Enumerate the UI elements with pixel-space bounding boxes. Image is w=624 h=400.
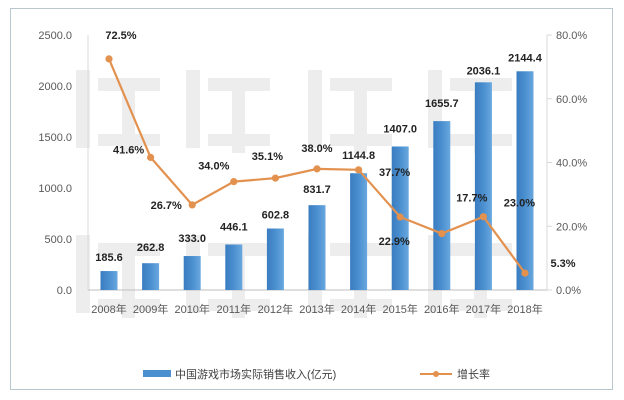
watermark-stroke — [330, 134, 392, 146]
bar-2011年 — [225, 244, 243, 290]
bar-data-label: 1407.0 — [383, 123, 417, 135]
watermark-stroke — [208, 134, 270, 146]
bar-2009年 — [142, 263, 160, 290]
watermark-stroke — [98, 299, 160, 311]
bar-data-label: 2036.1 — [467, 65, 501, 77]
bar-data-label: 1655.7 — [425, 98, 459, 110]
growth-point-2009年 — [147, 153, 155, 161]
watermark-stroke — [98, 78, 160, 91]
growth-point-2014年 — [355, 166, 363, 174]
line-data-label: 72.5% — [105, 30, 136, 42]
bar-data-label: 2144.4 — [508, 52, 543, 64]
bar-data-label: 1144.8 — [342, 150, 375, 162]
left-tick-label: 2000.0 — [38, 81, 72, 93]
bar-data-label: 602.8 — [262, 210, 290, 222]
line-data-label: 5.3% — [550, 258, 575, 270]
bar-data-label: 333.0 — [178, 233, 206, 245]
bar-2010年 — [183, 256, 201, 290]
watermark-stroke — [98, 243, 160, 256]
growth-point-2010年 — [188, 201, 196, 209]
bar-2016年 — [433, 121, 451, 291]
bar-data-label: 262.8 — [137, 242, 165, 254]
bar-2008年 — [100, 271, 118, 290]
x-tick-label: 2015年 — [382, 302, 417, 316]
bar-2017年 — [474, 82, 492, 290]
watermark-stroke — [308, 70, 322, 148]
line-data-label: 35.1% — [252, 151, 283, 163]
growth-point-2012年 — [271, 174, 279, 182]
left-tick-label: 2500.0 — [38, 30, 72, 42]
line-data-label: 41.6% — [113, 144, 144, 156]
bar-data-label: 185.6 — [95, 252, 123, 264]
growth-point-2011年 — [230, 178, 238, 186]
growth-point-2008年 — [105, 55, 113, 63]
line-data-label: 38.0% — [301, 143, 332, 155]
line-data-label: 22.9% — [379, 236, 410, 248]
left-tick-label: 0.0 — [57, 285, 72, 297]
watermark-stroke — [450, 299, 512, 311]
x-tick-label: 2013年 — [299, 302, 334, 316]
watermark-stroke — [330, 299, 392, 311]
watermark-stroke — [208, 299, 270, 311]
legend-line-label: 增长率 — [457, 367, 490, 381]
legend-bar-swatch — [143, 370, 171, 377]
growth-point-2018年 — [521, 269, 529, 277]
line-data-label: 17.7% — [456, 193, 487, 205]
legend-bar-label: 中国游戏市场实际销售收入(亿元) — [175, 367, 336, 381]
x-tick-label: 2008年 — [91, 302, 126, 316]
watermark-stroke — [76, 235, 90, 313]
growth-point-2017年 — [479, 213, 487, 221]
x-tick-label: 2009年 — [133, 302, 168, 316]
bar-2014年 — [350, 173, 368, 290]
x-tick-label: 2012年 — [258, 302, 293, 316]
x-tick-label: 2011年 — [216, 302, 251, 316]
growth-point-2016年 — [438, 229, 446, 238]
x-tick-label: 2018年 — [507, 302, 542, 316]
line-data-label: 34.0% — [198, 161, 229, 173]
left-tick-label: 500.0 — [44, 234, 72, 246]
right-tick-label: 40.0% — [556, 158, 587, 170]
right-tick-label: 80.0% — [556, 30, 587, 42]
bar-2018年 — [516, 71, 534, 290]
right-tick-label: 0.0% — [556, 285, 581, 297]
watermark-stroke — [330, 78, 392, 91]
right-tick-label: 60.0% — [556, 94, 587, 106]
growth-point-2015年 — [396, 213, 404, 221]
x-tick-label: 2010年 — [174, 302, 209, 316]
x-tick-label: 2017年 — [466, 302, 501, 316]
x-tick-label: 2014年 — [341, 302, 376, 316]
x-tick-label: 2016年 — [424, 302, 459, 316]
left-tick-label: 1500.0 — [38, 132, 72, 144]
bar-data-label: 446.1 — [220, 221, 248, 233]
bar-2013年 — [308, 205, 326, 290]
bar-data-label: 831.7 — [303, 184, 331, 196]
legend-line-marker — [433, 371, 439, 377]
right-tick-label: 20.0% — [556, 221, 587, 233]
watermark-stroke — [186, 70, 200, 148]
line-data-label: 23.0% — [504, 198, 535, 210]
watermark-stroke — [208, 78, 270, 91]
left-tick-label: 1000.0 — [38, 183, 72, 195]
watermark-stroke — [76, 70, 90, 148]
line-data-label: 37.7% — [379, 167, 410, 179]
bar-2012年 — [266, 228, 284, 290]
line-data-label: 26.7% — [151, 200, 182, 212]
growth-point-2013年 — [313, 165, 321, 173]
chart-frame — [10, 8, 613, 390]
